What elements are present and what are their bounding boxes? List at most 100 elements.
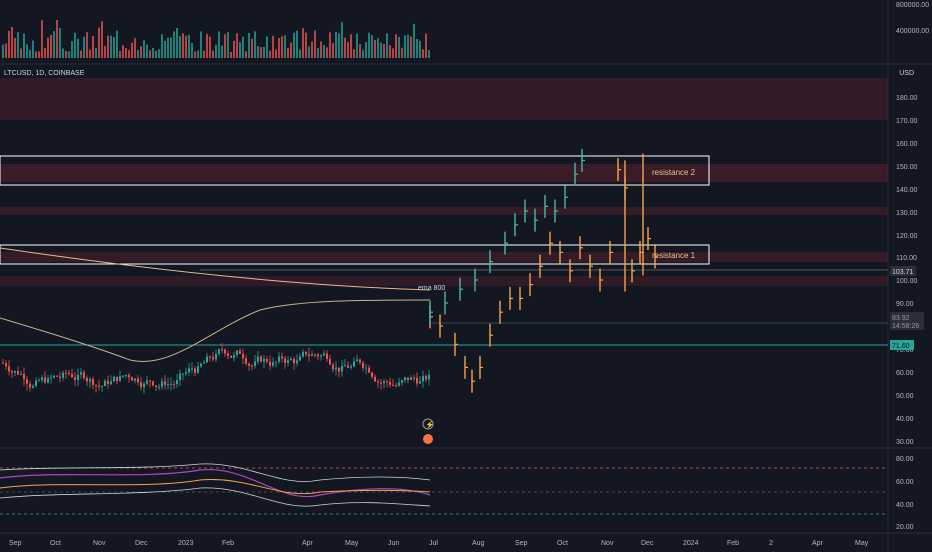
candle-body (419, 381, 421, 384)
candle-body (257, 356, 259, 362)
candle-body (134, 378, 136, 381)
volume-bar (2, 44, 4, 58)
volume-bar (239, 42, 241, 58)
candle-body (395, 385, 397, 387)
candle-body (188, 368, 190, 373)
volume-bar (245, 51, 247, 58)
volume-bar (284, 35, 286, 58)
resistance-2-box (0, 155, 710, 186)
time-tick-label: Dec (135, 540, 148, 547)
candle-body (293, 359, 295, 364)
volume-bar (194, 51, 196, 58)
volume-bar (383, 44, 385, 58)
candle-body (176, 380, 178, 385)
volume-bar (227, 32, 229, 58)
volume-bar (119, 50, 121, 58)
volume-bar (281, 36, 283, 58)
volume-bar (23, 33, 25, 58)
volume-bar (32, 40, 34, 58)
candle-body (341, 366, 343, 372)
candle-body (362, 362, 364, 368)
candle-body (401, 380, 403, 383)
volume-bar (296, 30, 298, 58)
volume-bar (191, 43, 193, 58)
candle-body (11, 371, 13, 373)
volume-bar (80, 50, 82, 58)
volume-bar (164, 40, 166, 58)
price-tick-label: 100.00 (896, 278, 918, 285)
lightning-icon (422, 418, 434, 430)
candle-body (407, 377, 409, 380)
volume-bar (224, 34, 226, 58)
candle-body (35, 380, 37, 386)
candle-body (17, 371, 19, 375)
candle-body (413, 377, 415, 379)
volume-bar (416, 38, 418, 58)
price-tick-label: 60.00 (896, 370, 914, 377)
candle-body (53, 375, 55, 378)
candle-body (371, 372, 373, 377)
volume-bar (41, 20, 43, 59)
candle-body (365, 367, 367, 369)
time-tick-label: Sep (9, 540, 22, 547)
volume-bar (353, 49, 355, 58)
volume-bar (257, 45, 259, 58)
candle-body (230, 355, 232, 358)
candle-body (335, 367, 337, 370)
volume-bar (278, 37, 280, 58)
candle-body (320, 355, 322, 357)
volume-bar (209, 36, 211, 58)
currency-label[interactable]: USD (899, 70, 914, 77)
volume-bar (116, 30, 118, 58)
candle-body (299, 356, 301, 361)
rsi-tick-label: 40.00 (896, 502, 914, 509)
volume-bar (173, 31, 175, 58)
zone-band (0, 252, 888, 262)
rsi-bb-upper (0, 463, 431, 482)
zone-band (0, 164, 888, 182)
volume-bar (251, 38, 253, 58)
ema-800-line (0, 247, 431, 291)
rsi-tick-label: 20.00 (896, 524, 914, 531)
candle-body (47, 378, 49, 383)
volume-bar (326, 47, 328, 58)
volume-bar (293, 32, 295, 58)
candle-body (239, 350, 241, 354)
volume-bar (329, 32, 331, 58)
candle-body (104, 380, 106, 387)
volume-bar (410, 36, 412, 58)
candle-body (251, 365, 253, 367)
price-tick-label: 130.00 (896, 210, 918, 217)
volume-tick-label: 800000.00 (896, 2, 929, 9)
volume-bar (59, 28, 61, 58)
time-tick-label: Aug (472, 540, 485, 547)
candle-body (62, 372, 64, 378)
time-tick-label: Sep (515, 540, 528, 547)
volume-bar (161, 34, 163, 58)
volume-bar (206, 33, 208, 58)
candle-body (308, 354, 310, 356)
volume-bar (362, 50, 364, 58)
volume-bar (71, 41, 73, 58)
volume-bar (317, 48, 319, 58)
candle-body (146, 380, 148, 384)
volume-bar (215, 44, 217, 58)
candle-body (8, 366, 10, 372)
candle-body (161, 381, 163, 387)
volume-bar (332, 43, 334, 58)
candle-body (200, 363, 202, 367)
volume-bar (137, 49, 139, 58)
candle-body (266, 358, 268, 362)
candle-body (173, 383, 175, 385)
time-tick-label: Nov (93, 540, 106, 547)
candle-body (269, 361, 271, 366)
volume-bar (143, 40, 145, 58)
candle-body (86, 377, 88, 382)
candle-body (347, 365, 349, 368)
volume-bar (77, 38, 79, 58)
volume-bar (92, 35, 94, 58)
candle-body (263, 358, 265, 362)
candle-body (122, 375, 124, 377)
